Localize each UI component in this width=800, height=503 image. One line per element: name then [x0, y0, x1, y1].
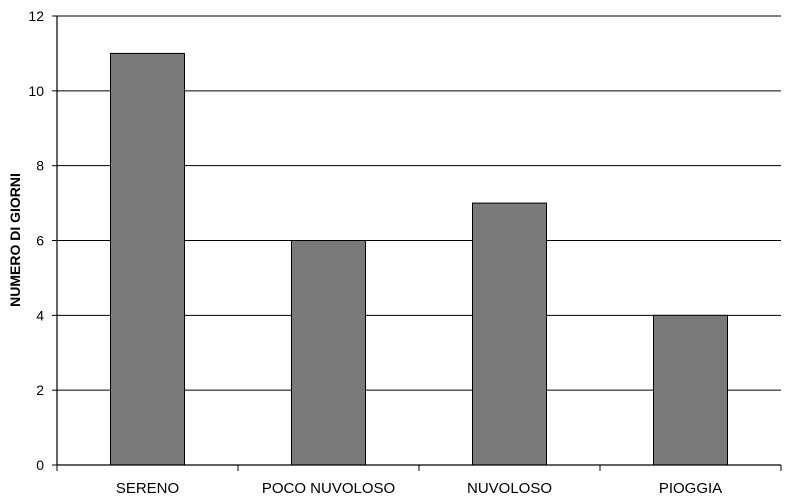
x-category-label: SERENO: [116, 480, 179, 497]
y-tick-label: 0: [36, 457, 44, 473]
bar-nuvoloso: [472, 202, 547, 466]
y-tick-label: 4: [36, 307, 44, 323]
y-tick-label: 10: [28, 83, 44, 99]
y-tick-label: 6: [36, 233, 44, 249]
y-tick-label: 8: [36, 158, 44, 174]
bar-pioggia: [653, 314, 728, 466]
y-tick-label: 12: [28, 8, 44, 24]
y-tick-labels: 0 2 4 6 8 10 12: [28, 8, 44, 473]
axes: [52, 15, 782, 471]
x-category-label: POCO NUVOLOSO: [262, 480, 395, 497]
x-category-label: PIOGGIA: [659, 480, 722, 497]
bars: [110, 52, 728, 466]
y-axis-title: NUMERO DI GIORNI: [7, 173, 23, 307]
bar-sereno: [110, 52, 185, 466]
x-category-labels: SERENO POCO NUVOLOSO NUVOLOSO PIOGGIA: [116, 480, 722, 497]
x-category-label: NUVOLOSO: [467, 480, 552, 497]
y-tick-label: 2: [36, 382, 44, 398]
bar-poco-nuvoloso: [291, 240, 366, 466]
